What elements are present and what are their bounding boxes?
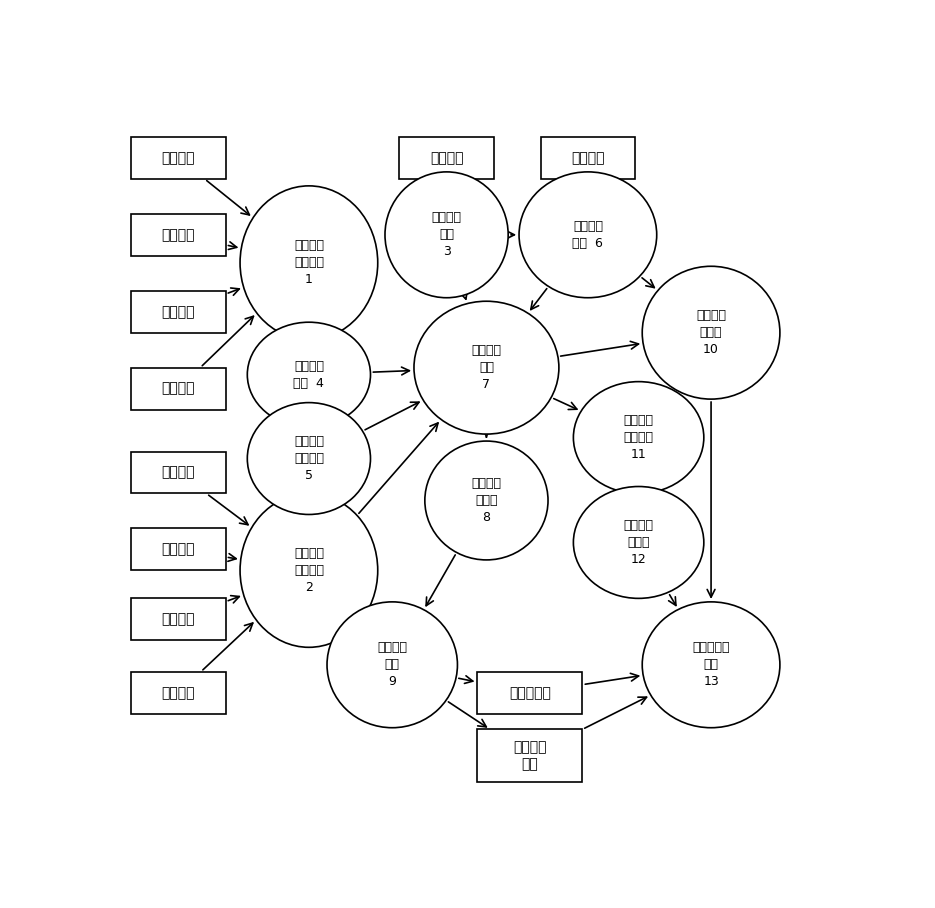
FancyBboxPatch shape	[131, 137, 225, 179]
Text: 静态限制
数据处理
1: 静态限制 数据处理 1	[294, 240, 324, 286]
Ellipse shape	[327, 602, 457, 727]
Text: 航迹数据
处理
3: 航迹数据 处理 3	[432, 212, 462, 258]
Text: 动态限制
数据处理
2: 动态限制 数据处理 2	[294, 547, 324, 594]
Ellipse shape	[573, 381, 704, 493]
Text: 绘制间隔
管理图
8: 绘制间隔 管理图 8	[471, 477, 501, 524]
Text: 实现间隔
管理
9: 实现间隔 管理 9	[377, 641, 408, 688]
FancyBboxPatch shape	[540, 137, 635, 179]
Text: 绘制动态
剖面
7: 绘制动态 剖面 7	[471, 344, 501, 391]
FancyBboxPatch shape	[478, 672, 583, 714]
Text: 区域数据: 区域数据	[162, 228, 195, 242]
Ellipse shape	[240, 493, 378, 647]
FancyBboxPatch shape	[478, 729, 583, 782]
Text: 绘制通行
能力图
12: 绘制通行 能力图 12	[624, 519, 654, 566]
Ellipse shape	[247, 402, 370, 515]
Text: 间隔管理
方案: 间隔管理 方案	[513, 741, 547, 771]
FancyBboxPatch shape	[131, 214, 225, 256]
Ellipse shape	[247, 322, 370, 427]
FancyBboxPatch shape	[131, 672, 225, 714]
Text: 计划数据: 计划数据	[571, 151, 605, 165]
FancyBboxPatch shape	[131, 291, 225, 332]
FancyBboxPatch shape	[131, 528, 225, 570]
Text: 预测航迹
计算  6: 预测航迹 计算 6	[572, 220, 603, 250]
Text: 外界活动: 外界活动	[162, 542, 195, 557]
Text: 实现交通流
管理
13: 实现交通流 管理 13	[692, 641, 730, 688]
FancyBboxPatch shape	[399, 137, 494, 179]
Text: 航迹数据: 航迹数据	[430, 151, 464, 165]
Text: 绘制实时
运行图
10: 绘制实时 运行图 10	[696, 310, 726, 356]
Text: 航线数据: 航线数据	[162, 151, 195, 165]
Ellipse shape	[642, 266, 780, 400]
Ellipse shape	[385, 172, 509, 298]
Ellipse shape	[414, 301, 559, 434]
Text: 计算动态
通行能力
11: 计算动态 通行能力 11	[624, 414, 654, 461]
Text: 天气限制: 天气限制	[162, 686, 195, 700]
Ellipse shape	[519, 172, 656, 298]
Ellipse shape	[573, 487, 704, 598]
FancyBboxPatch shape	[131, 598, 225, 640]
Text: 计算静态
通行能力
5: 计算静态 通行能力 5	[294, 435, 324, 482]
Text: 绘制静态
剖面  4: 绘制静态 剖面 4	[294, 360, 324, 390]
Text: 通行能力值: 通行能力值	[509, 686, 551, 700]
FancyBboxPatch shape	[131, 451, 225, 494]
Text: 军航限制: 军航限制	[162, 612, 195, 627]
Text: 临时航线: 临时航线	[162, 466, 195, 479]
Text: 常规限制: 常规限制	[162, 381, 195, 396]
Ellipse shape	[642, 602, 780, 727]
Text: 地形限制: 地形限制	[162, 305, 195, 319]
Ellipse shape	[240, 186, 378, 340]
Ellipse shape	[424, 441, 548, 560]
FancyBboxPatch shape	[131, 368, 225, 410]
